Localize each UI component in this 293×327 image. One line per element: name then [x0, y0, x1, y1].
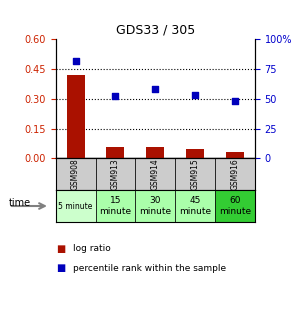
Bar: [135, 158, 175, 190]
Text: GSM914: GSM914: [151, 158, 160, 190]
Bar: [175, 158, 215, 190]
Bar: [215, 158, 255, 190]
Text: GSM915: GSM915: [191, 158, 200, 190]
Bar: [56, 158, 96, 190]
Text: 60
minute: 60 minute: [219, 196, 251, 216]
Point: [193, 93, 197, 98]
Text: 5 minute: 5 minute: [58, 201, 93, 211]
Text: ■: ■: [56, 263, 65, 273]
Text: 15
minute: 15 minute: [99, 196, 132, 216]
Bar: [56, 190, 96, 222]
Text: ■: ■: [56, 244, 65, 253]
Text: 30
minute: 30 minute: [139, 196, 171, 216]
Text: GSM913: GSM913: [111, 158, 120, 190]
Text: GSM908: GSM908: [71, 158, 80, 190]
Bar: [96, 190, 135, 222]
Bar: [146, 147, 164, 158]
Text: 45
minute: 45 minute: [179, 196, 211, 216]
Bar: [106, 147, 125, 158]
Text: log ratio: log ratio: [73, 244, 111, 253]
Title: GDS33 / 305: GDS33 / 305: [116, 24, 195, 37]
Point: [153, 87, 158, 92]
Point: [233, 98, 237, 104]
Bar: [175, 190, 215, 222]
Point: [73, 58, 78, 63]
Bar: [96, 158, 135, 190]
Bar: [186, 149, 204, 158]
Point: [113, 94, 118, 99]
Text: time: time: [9, 198, 31, 208]
Bar: [67, 75, 85, 158]
Bar: [215, 190, 255, 222]
Text: GSM916: GSM916: [231, 158, 239, 190]
Bar: [226, 152, 244, 158]
Bar: [135, 190, 175, 222]
Text: percentile rank within the sample: percentile rank within the sample: [73, 264, 226, 273]
